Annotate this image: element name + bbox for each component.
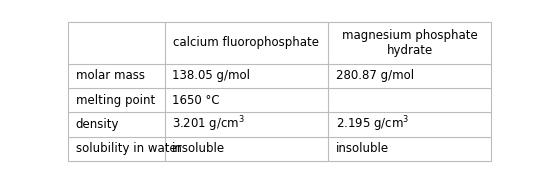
Text: insoluble: insoluble [173,142,225,155]
Text: solubility in water: solubility in water [76,142,182,155]
Text: density: density [76,118,120,131]
Text: calcium fluorophosphate: calcium fluorophosphate [174,36,319,49]
Text: 280.87 g/mol: 280.87 g/mol [336,69,414,82]
Text: 2.195 g/cm$^3$: 2.195 g/cm$^3$ [336,115,409,134]
Text: molar mass: molar mass [76,69,145,82]
Text: insoluble: insoluble [336,142,389,155]
Text: 3.201 g/cm$^3$: 3.201 g/cm$^3$ [173,115,245,134]
Text: melting point: melting point [76,94,155,107]
Text: 1650 °C: 1650 °C [173,94,220,107]
Text: magnesium phosphate
hydrate: magnesium phosphate hydrate [342,29,478,57]
Text: 138.05 g/mol: 138.05 g/mol [173,69,251,82]
